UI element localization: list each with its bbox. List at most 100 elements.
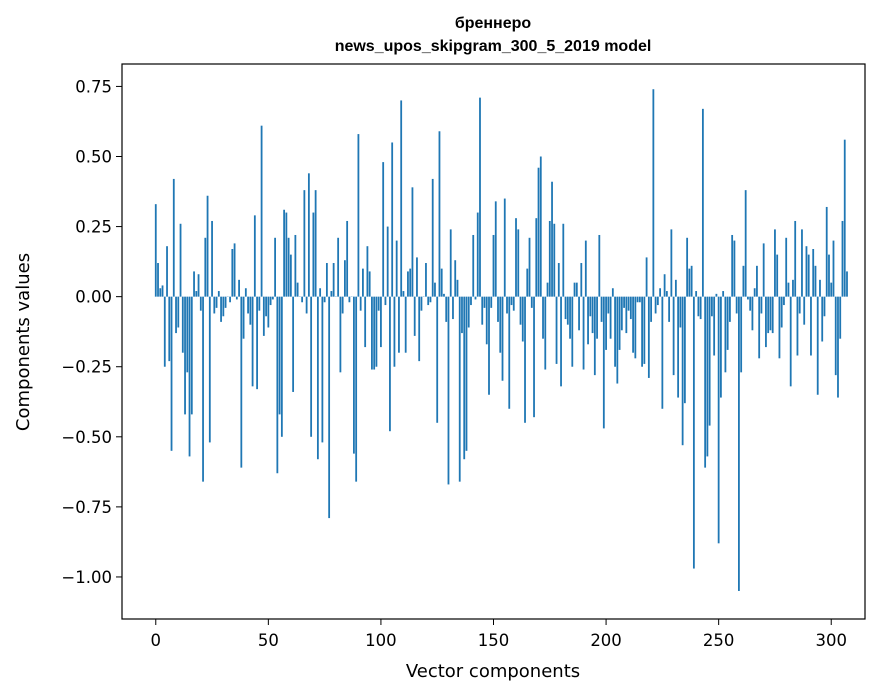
bar — [665, 291, 668, 297]
bar — [767, 296, 770, 334]
bar — [638, 296, 641, 303]
bar — [238, 279, 240, 297]
bar — [774, 229, 776, 297]
bar — [515, 218, 517, 297]
bar — [548, 220, 551, 297]
bar — [589, 296, 592, 317]
bar — [380, 296, 382, 348]
bar — [233, 243, 236, 297]
bar — [181, 296, 184, 353]
bar — [337, 237, 340, 297]
bar — [557, 263, 560, 297]
bar — [368, 271, 371, 297]
bar — [819, 279, 821, 297]
bar — [449, 229, 452, 297]
bar — [418, 296, 421, 362]
bar — [801, 229, 803, 297]
bar — [251, 296, 254, 387]
bar — [222, 296, 225, 317]
bar — [780, 296, 783, 328]
bar — [614, 296, 616, 367]
bar — [803, 296, 806, 325]
bar — [587, 296, 589, 345]
bar — [402, 291, 405, 297]
bar — [267, 296, 270, 328]
bar — [305, 296, 308, 314]
bar — [231, 249, 234, 297]
bar — [384, 296, 387, 306]
bar — [377, 296, 380, 311]
bar — [580, 263, 583, 297]
bar — [490, 296, 493, 308]
bar — [224, 296, 227, 308]
bar — [735, 296, 738, 314]
bar — [762, 243, 765, 297]
bar — [364, 296, 367, 348]
bar — [510, 296, 513, 306]
bar — [794, 220, 797, 297]
bar — [600, 296, 603, 322]
bar — [398, 296, 400, 353]
bar — [792, 279, 794, 297]
bar — [823, 296, 826, 317]
bar — [168, 296, 171, 362]
bar — [427, 296, 430, 306]
bar — [184, 296, 186, 415]
bar — [629, 296, 632, 320]
plot-area-frame — [121, 63, 866, 620]
bar — [416, 257, 418, 297]
chart-title-line1: бреннеро — [455, 15, 532, 32]
bar — [393, 296, 396, 367]
bar — [407, 271, 409, 297]
bar — [512, 296, 515, 311]
bar — [294, 234, 297, 297]
bar — [697, 296, 700, 317]
bar — [470, 296, 472, 306]
bar — [283, 209, 286, 297]
bar — [731, 234, 734, 297]
bar — [722, 291, 725, 297]
bar — [265, 296, 267, 317]
bar — [674, 279, 677, 297]
bar — [591, 296, 594, 334]
bar — [301, 296, 304, 303]
bar — [242, 296, 245, 339]
bar — [289, 254, 292, 297]
bar — [303, 190, 306, 297]
bar — [170, 296, 173, 451]
bar — [555, 296, 558, 364]
bar — [382, 162, 385, 297]
bar — [346, 220, 349, 297]
bar — [404, 296, 407, 353]
bar — [553, 223, 556, 297]
bar — [625, 296, 628, 334]
bar — [695, 291, 698, 297]
bar — [213, 296, 216, 314]
bar — [420, 296, 423, 311]
bar — [285, 212, 288, 297]
bar — [760, 296, 763, 314]
bar — [528, 237, 531, 297]
y-axis-ticks: 0.75 0.50 0.25 0.00 −0.25 −0.50 −0.75 −1.00 — [61, 77, 122, 587]
bar — [611, 288, 614, 297]
bar — [530, 296, 533, 308]
bar — [706, 296, 709, 457]
y-tick-label: −0.75 — [61, 498, 112, 517]
bar — [704, 296, 707, 468]
bar — [744, 190, 747, 297]
bar — [177, 296, 180, 328]
bar — [474, 296, 477, 300]
bar — [758, 296, 761, 359]
bar — [738, 296, 740, 591]
bar — [456, 279, 459, 297]
bar — [323, 296, 326, 303]
bar — [701, 108, 704, 297]
bar — [654, 296, 657, 314]
bar — [641, 296, 643, 367]
bar — [499, 296, 502, 353]
bar — [521, 296, 524, 342]
bar — [339, 296, 342, 373]
bar — [472, 234, 475, 297]
bar — [488, 296, 490, 395]
